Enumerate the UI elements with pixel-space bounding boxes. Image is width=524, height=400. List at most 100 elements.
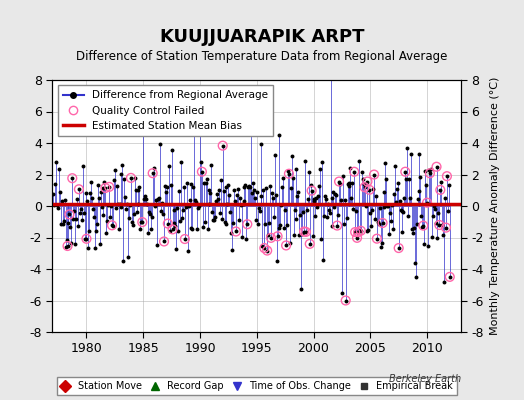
Point	[363, 178, 372, 185]
Point	[243, 221, 252, 228]
Point	[302, 229, 310, 235]
Point	[278, 184, 287, 190]
Point	[435, 222, 443, 228]
Point	[103, 218, 112, 224]
Point	[138, 219, 147, 225]
Point	[302, 229, 310, 235]
Point	[67, 240, 75, 246]
Point	[437, 179, 445, 186]
Point	[382, 176, 390, 182]
Point	[287, 185, 295, 192]
Point	[230, 186, 238, 193]
Point	[231, 198, 239, 204]
Point	[182, 204, 190, 211]
Point	[123, 201, 132, 207]
Point	[257, 141, 266, 148]
Text: Berkeley Earth: Berkeley Earth	[389, 374, 461, 384]
Point	[172, 246, 181, 253]
Point	[342, 297, 350, 304]
Point	[198, 168, 206, 175]
Point	[109, 223, 117, 230]
Point	[101, 185, 110, 191]
Point	[385, 230, 394, 237]
Point	[150, 203, 159, 209]
Point	[50, 202, 59, 208]
Point	[192, 198, 200, 205]
Point	[333, 222, 341, 229]
Point	[180, 184, 188, 190]
Point	[243, 221, 252, 228]
Point	[144, 230, 152, 236]
Point	[110, 177, 118, 183]
Point	[294, 188, 302, 195]
Point	[275, 225, 283, 232]
Point	[255, 208, 264, 214]
Point	[206, 190, 215, 196]
Point	[356, 226, 364, 233]
Point	[441, 195, 449, 201]
Point	[108, 222, 116, 228]
Point	[324, 206, 333, 213]
Point	[111, 167, 119, 173]
Point	[154, 196, 162, 202]
Point	[355, 157, 363, 164]
Point	[89, 206, 97, 212]
Point	[70, 208, 79, 214]
Point	[436, 187, 444, 193]
Point	[139, 124, 147, 130]
Point	[377, 244, 385, 250]
Point	[161, 183, 169, 189]
Point	[127, 175, 135, 181]
Point	[198, 168, 206, 175]
Point	[444, 208, 452, 214]
Point	[300, 228, 308, 235]
Point	[314, 193, 322, 200]
Point	[153, 241, 161, 248]
Point	[380, 189, 389, 195]
Point	[304, 169, 313, 175]
Point	[104, 202, 113, 208]
Point	[431, 220, 440, 227]
Point	[202, 176, 211, 182]
Point	[378, 220, 387, 226]
Point	[220, 188, 228, 194]
Point	[439, 232, 447, 239]
Point	[210, 217, 219, 223]
Point	[250, 187, 258, 194]
Point	[308, 188, 316, 194]
Point	[430, 206, 439, 212]
Point	[163, 220, 172, 227]
Point	[364, 227, 373, 233]
Point	[388, 202, 396, 208]
Point	[323, 201, 332, 207]
Point	[419, 222, 428, 229]
Point	[169, 220, 178, 226]
Point	[351, 229, 359, 235]
Point	[195, 203, 203, 209]
Point	[249, 180, 257, 186]
Point	[391, 198, 400, 205]
Point	[105, 184, 113, 190]
Point	[160, 238, 168, 245]
Point	[416, 174, 424, 180]
Point	[361, 184, 369, 190]
Point	[68, 175, 77, 181]
Point	[288, 153, 296, 159]
Point	[132, 187, 140, 194]
Point	[84, 245, 93, 252]
Point	[145, 209, 153, 215]
Point	[68, 175, 77, 181]
Point	[85, 227, 93, 234]
Point	[396, 198, 404, 204]
Point	[130, 174, 139, 181]
Point	[343, 181, 352, 187]
Point	[133, 187, 141, 193]
Point	[183, 248, 192, 254]
Point	[260, 245, 268, 251]
Point	[86, 190, 94, 197]
Point	[234, 186, 242, 192]
Point	[309, 196, 318, 202]
Point	[54, 204, 62, 211]
Point	[91, 244, 99, 251]
Point	[282, 242, 290, 249]
